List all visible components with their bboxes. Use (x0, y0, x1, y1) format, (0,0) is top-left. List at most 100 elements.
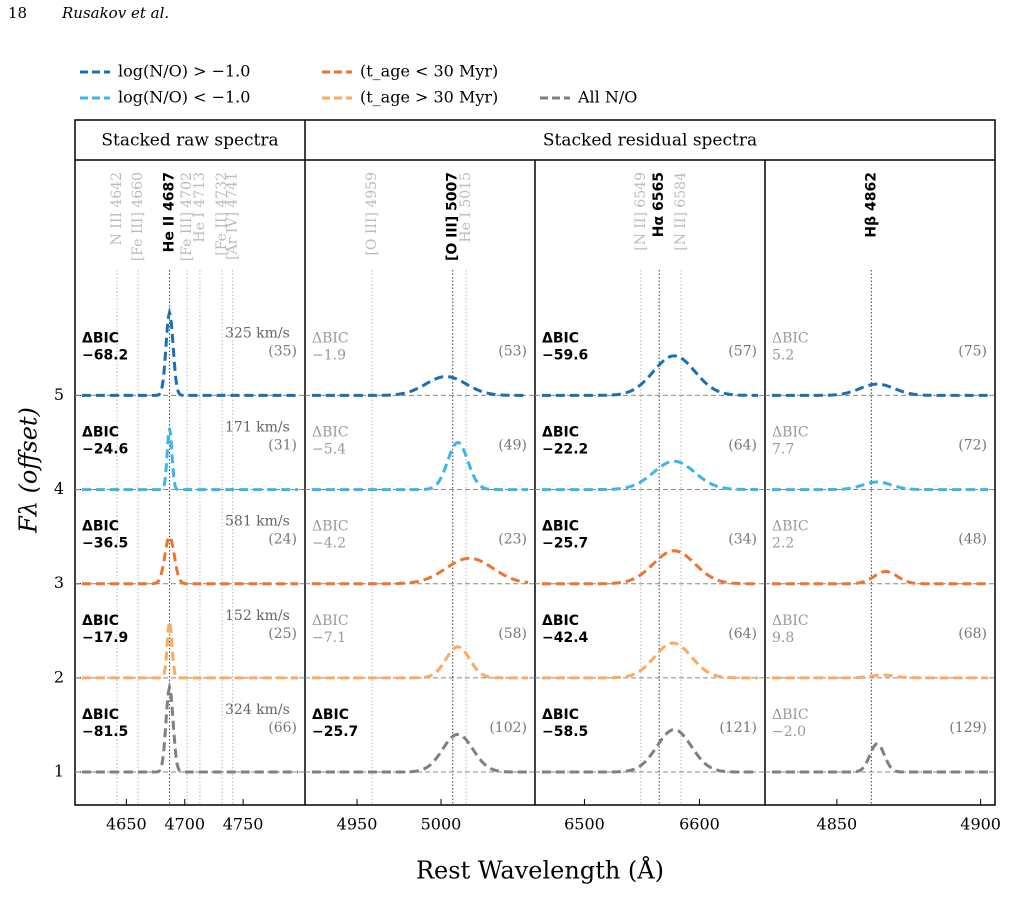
line-label: [N II] 6584 (673, 172, 689, 251)
bic-value: 7.7 (772, 442, 794, 458)
x-tick-label: 4700 (164, 815, 205, 834)
bic-label: ΔBIC (542, 613, 579, 629)
bic-label: ΔBIC (542, 425, 579, 441)
gaussian-fit (81, 307, 299, 397)
group-title: Stacked raw spectra (101, 131, 278, 151)
bic-value: −4.2 (312, 536, 346, 552)
line-label: [Fe III] 4660 (130, 172, 146, 261)
bic-label: ΔBIC (82, 330, 119, 346)
bic-value: 5.2 (772, 347, 794, 363)
gaussian-fit (541, 354, 759, 397)
fwhm: 324 km/s (225, 702, 290, 718)
sample-size: (102) (489, 720, 527, 736)
page-number: 18 (8, 4, 27, 22)
y-tick-label: 4 (54, 479, 64, 498)
bic-value: −1.9 (312, 347, 346, 363)
bic-value: 2.2 (772, 536, 794, 552)
gaussian-fit (541, 728, 759, 774)
gaussian-fit (771, 382, 989, 397)
sample-size: (75) (958, 343, 987, 359)
bic-value: −7.1 (312, 630, 346, 646)
sample-size: (24) (268, 532, 297, 548)
x-axis-label: Rest Wavelength (Å) (416, 856, 664, 885)
gaussian-fit (311, 645, 529, 680)
sample-size: (64) (728, 626, 757, 642)
x-tick-label: 4950 (337, 815, 378, 834)
gaussian-fit (311, 375, 529, 397)
y-tick-label: 5 (54, 385, 64, 404)
bic-label: ΔBIC (82, 613, 119, 629)
bic-label: ΔBIC (82, 425, 119, 441)
bic-label: ΔBIC (312, 425, 349, 441)
bic-value: −58.5 (542, 724, 588, 740)
bic-label: ΔBIC (82, 519, 119, 535)
sample-size: (53) (498, 343, 527, 359)
line-label: [O III] 5007 (445, 172, 461, 261)
bic-value: −68.2 (82, 347, 128, 363)
bic-label: ΔBIC (772, 330, 809, 346)
fwhm: 581 km/s (225, 514, 290, 530)
line-label: He I 5015 (458, 172, 474, 243)
fwhm: 152 km/s (225, 608, 290, 624)
sample-size: (34) (728, 532, 757, 548)
bic-value: −25.7 (542, 536, 588, 552)
sample-size: (121) (719, 720, 757, 736)
bic-label: ΔBIC (772, 613, 809, 629)
bic-label: ΔBIC (312, 519, 349, 535)
x-tick-label: 6600 (679, 815, 720, 834)
bic-value: −22.2 (542, 442, 588, 458)
line-label: N III 4642 (109, 172, 125, 245)
y-tick-label: 1 (54, 762, 64, 781)
bic-label: ΔBIC (542, 519, 579, 535)
bic-label: ΔBIC (542, 707, 579, 723)
line-label: [N II] 6549 (633, 172, 649, 251)
bic-value: −2.0 (772, 724, 806, 740)
sample-size: (68) (958, 626, 987, 642)
bic-value: −81.5 (82, 724, 128, 740)
gaussian-fit (541, 459, 759, 492)
bic-label: ΔBIC (82, 707, 119, 723)
sample-size: (49) (498, 438, 527, 454)
sample-size: (31) (268, 438, 297, 454)
line-label: [Fe III] 4702 (179, 172, 195, 261)
authors: Rusakov et al. (61, 4, 169, 22)
sample-size: (23) (498, 532, 527, 548)
x-tick-label: 6500 (564, 815, 605, 834)
y-tick-label: 2 (54, 667, 64, 686)
gaussian-fit (81, 621, 299, 680)
y-tick-label: 3 (54, 573, 64, 592)
sample-size: (25) (268, 626, 297, 642)
line-label: He II 4687 (162, 172, 178, 252)
line-label: He I 4713 (192, 172, 208, 243)
sample-size: (66) (268, 720, 297, 736)
x-tick-label: 4650 (106, 815, 147, 834)
sample-size: (72) (958, 438, 987, 454)
x-tick-label: 4900 (960, 815, 1001, 834)
gaussian-fit (541, 641, 759, 680)
fwhm: 171 km/s (225, 420, 290, 436)
sample-size: (58) (498, 626, 527, 642)
bic-label: ΔBIC (772, 425, 809, 441)
gaussian-fit (81, 534, 299, 586)
bic-label: ΔBIC (312, 613, 349, 629)
line-label: Hα 6565 (651, 172, 667, 237)
bic-value: −36.5 (82, 536, 128, 552)
bic-label: ΔBIC (312, 707, 349, 723)
gaussian-fit (771, 570, 989, 586)
x-tick-label: 5000 (421, 815, 462, 834)
gaussian-fit (771, 742, 989, 774)
group-title: Stacked residual spectra (543, 131, 757, 151)
legend-label: log(N/O) < −1.0 (118, 88, 250, 107)
sample-size: (48) (958, 532, 987, 548)
bic-value: 9.8 (772, 630, 794, 646)
bic-value: −17.9 (82, 630, 128, 646)
legend-label: All N/O (577, 88, 637, 107)
gaussian-fit (771, 673, 989, 680)
bic-label: ΔBIC (772, 707, 809, 723)
line-label: [O III] 4959 (364, 172, 380, 256)
gaussian-fit (81, 428, 299, 492)
bic-value: −5.4 (312, 442, 346, 458)
bic-value: −59.6 (542, 347, 588, 363)
bic-label: ΔBIC (312, 330, 349, 346)
